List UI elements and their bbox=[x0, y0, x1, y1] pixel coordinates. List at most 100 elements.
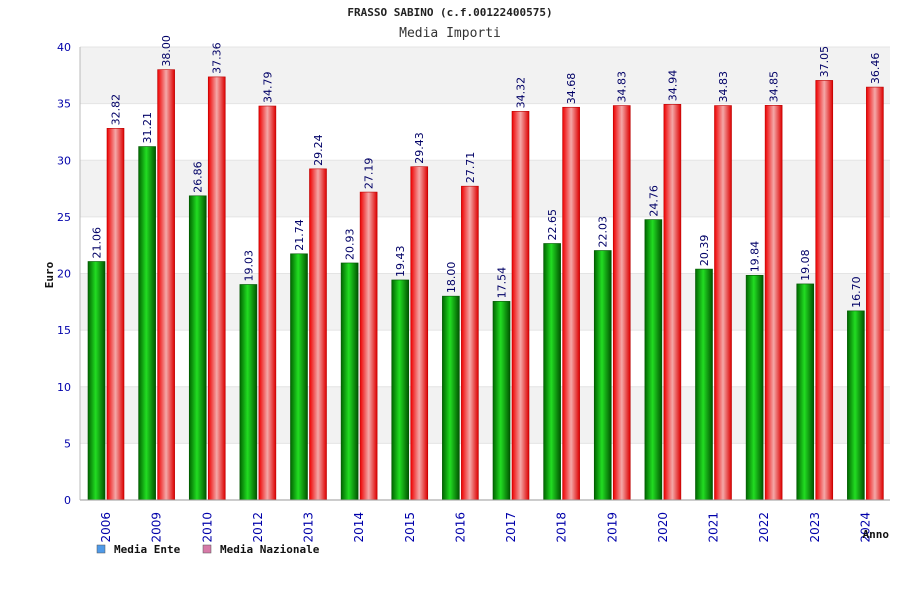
legend: Media Ente Media Nazionale bbox=[96, 543, 320, 556]
x-tick-label: 2023 bbox=[808, 512, 822, 543]
legend-label-media-nazionale: Media Nazionale bbox=[220, 543, 320, 556]
x-axis-ticks: 2006 2009 2010 2012 2013 2014 2015 2016 2017 2018… bbox=[99, 512, 872, 543]
bar-value-label: 34.83 bbox=[717, 71, 730, 103]
bar-value-label: 22.03 bbox=[597, 216, 610, 248]
bar bbox=[188, 195, 207, 501]
bar-value-label: 19.03 bbox=[242, 250, 255, 282]
y-tick-label: 5 bbox=[64, 437, 71, 450]
x-tick-label: 2019 bbox=[605, 512, 619, 543]
bar bbox=[714, 105, 732, 501]
y-tick-label: 0 bbox=[64, 494, 71, 507]
bar-value-label: 16.70 bbox=[850, 276, 863, 308]
x-tick-label: 2016 bbox=[453, 512, 467, 543]
bar-value-label: 20.39 bbox=[698, 235, 711, 267]
y-tick-label: 15 bbox=[57, 324, 71, 337]
bar bbox=[309, 168, 327, 501]
legend-label-media-ente: Media Ente bbox=[114, 543, 181, 556]
bar-value-label: 37.05 bbox=[818, 46, 831, 78]
bar-value-label: 19.84 bbox=[749, 241, 762, 273]
bar-value-label: 38.00 bbox=[160, 35, 173, 67]
bar-value-label: 34.32 bbox=[515, 77, 528, 109]
bar-value-label: 24.76 bbox=[647, 185, 660, 217]
bar-value-label: 34.85 bbox=[768, 71, 781, 103]
bar bbox=[138, 146, 156, 501]
bar-value-label: 17.54 bbox=[496, 267, 509, 299]
x-axis-label: Anno bbox=[863, 528, 890, 541]
bar-value-label: 29.24 bbox=[312, 134, 325, 166]
bar bbox=[663, 104, 682, 501]
bar bbox=[442, 295, 460, 501]
y-axis-label: Euro bbox=[43, 261, 56, 288]
x-tick-label: 2024 bbox=[858, 512, 872, 543]
y-tick-label: 35 bbox=[57, 98, 71, 111]
y-axis-ticks: 0 5 10 15 20 25 30 35 40 bbox=[57, 41, 71, 507]
bar bbox=[359, 191, 378, 501]
x-tick-label: 2009 bbox=[150, 512, 164, 543]
bar-value-label: 19.08 bbox=[799, 249, 812, 281]
bar-value-label: 36.46 bbox=[869, 53, 882, 85]
chart-title: FRASSO SABINO (c.f.00122400575) bbox=[347, 6, 552, 19]
x-tick-label: 2017 bbox=[504, 512, 518, 543]
bar-value-label: 37.36 bbox=[211, 42, 224, 74]
bar bbox=[410, 166, 429, 501]
bars bbox=[87, 69, 884, 501]
bar bbox=[543, 243, 561, 501]
bar bbox=[847, 310, 865, 501]
bar bbox=[87, 261, 106, 501]
x-tick-label: 2020 bbox=[656, 512, 670, 543]
bar-value-label: 34.83 bbox=[616, 71, 629, 103]
bar bbox=[492, 301, 511, 501]
y-tick-label: 25 bbox=[57, 211, 71, 224]
bar bbox=[695, 268, 713, 501]
bar bbox=[593, 250, 612, 501]
legend-swatch-media-ente bbox=[96, 544, 106, 554]
x-tick-label: 2021 bbox=[707, 512, 721, 543]
bar bbox=[290, 253, 308, 501]
bar bbox=[106, 128, 125, 501]
bar-value-label: 27.71 bbox=[464, 152, 477, 184]
chart-subtitle: Media Importi bbox=[399, 26, 501, 41]
bar bbox=[511, 111, 530, 501]
y-tick-label: 20 bbox=[57, 268, 71, 281]
bar bbox=[239, 284, 258, 501]
bar bbox=[644, 219, 663, 501]
bar bbox=[157, 69, 175, 501]
bar bbox=[612, 105, 631, 501]
bar-value-label: 31.21 bbox=[141, 112, 154, 144]
x-tick-label: 2010 bbox=[200, 512, 214, 543]
bar bbox=[340, 262, 359, 501]
bar-value-label: 22.65 bbox=[546, 209, 559, 241]
bar-value-label: 26.86 bbox=[192, 161, 205, 193]
bar bbox=[391, 279, 410, 501]
bar-value-label: 34.79 bbox=[261, 72, 274, 104]
bar bbox=[745, 275, 764, 501]
x-tick-label: 2014 bbox=[352, 512, 366, 543]
bar-value-label: 29.43 bbox=[413, 132, 426, 164]
x-tick-label: 2006 bbox=[99, 512, 113, 543]
bar bbox=[764, 105, 783, 501]
bar bbox=[562, 106, 580, 501]
x-tick-label: 2018 bbox=[555, 512, 569, 543]
bar-value-label: 34.94 bbox=[666, 70, 679, 102]
bar-value-label: 34.68 bbox=[565, 73, 578, 105]
bar-value-label: 21.74 bbox=[293, 219, 306, 251]
bar bbox=[815, 80, 834, 501]
legend-swatch-media-nazionale bbox=[202, 544, 212, 554]
bar-value-label: 18.00 bbox=[445, 262, 458, 294]
bar bbox=[866, 86, 884, 501]
bar-value-label: 20.93 bbox=[344, 228, 357, 260]
bar-value-label: 27.19 bbox=[363, 158, 376, 190]
bar bbox=[461, 185, 479, 501]
x-tick-label: 2013 bbox=[302, 512, 316, 543]
y-tick-label: 10 bbox=[57, 381, 71, 394]
value-labels: 21.06 32.82 31.21 38.00 26.86 37.36 19.03 34.79… bbox=[91, 35, 882, 308]
y-tick-label: 40 bbox=[57, 41, 71, 54]
bar bbox=[207, 76, 226, 501]
x-tick-label: 2022 bbox=[757, 512, 771, 543]
y-tick-label: 30 bbox=[57, 154, 71, 167]
bar-value-label: 21.06 bbox=[91, 227, 104, 259]
bar-value-label: 19.43 bbox=[394, 245, 407, 277]
bar bbox=[796, 283, 815, 501]
bar bbox=[258, 105, 277, 501]
